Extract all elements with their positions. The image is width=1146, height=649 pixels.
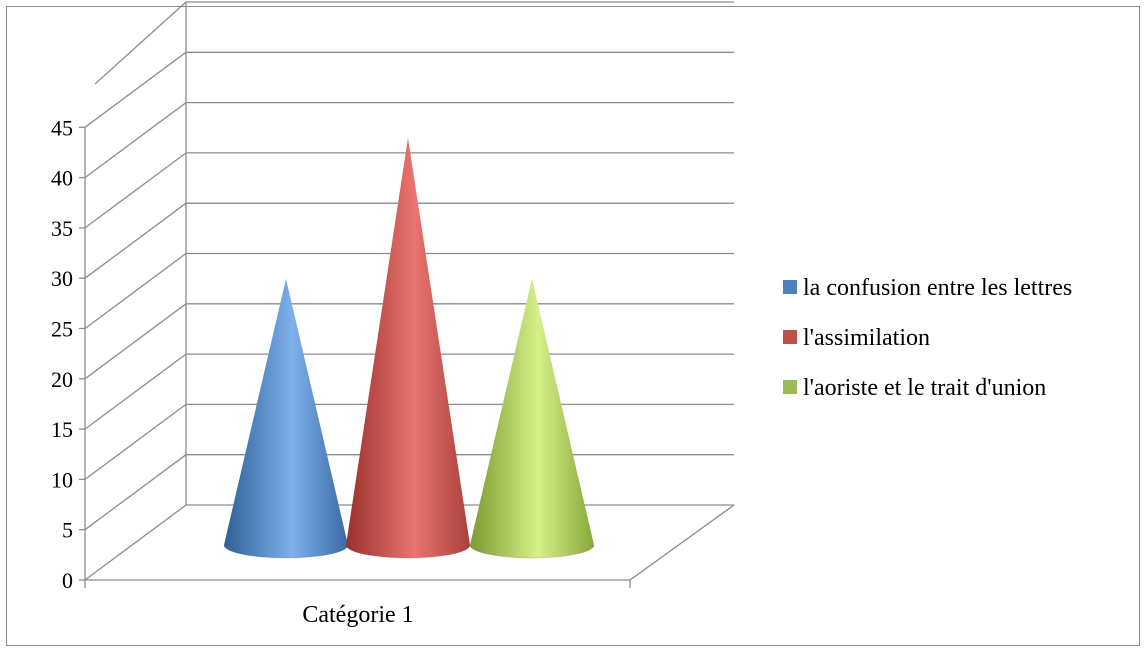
y-tick-label: 45	[51, 115, 73, 140]
grid-layer	[84, 1, 735, 581]
axis-layer: 0 5 10 15 20 25 30 35 40 45 Catégorie 1	[51, 115, 631, 628]
legend-item: la confusion entre les lettres	[783, 275, 1072, 301]
floor-right-edge	[629, 504, 735, 581]
legend-label: la confusion entre les lettres	[803, 275, 1072, 301]
cone-layer	[223, 137, 595, 559]
legend-swatch	[783, 280, 797, 294]
category-label: Catégorie 1	[302, 602, 413, 628]
gridline-side	[84, 504, 187, 581]
gridline-side	[84, 454, 187, 531]
y-tick-label: 20	[51, 367, 73, 392]
cone-body	[224, 278, 348, 558]
y-tick-label: 0	[62, 568, 73, 593]
y-tick-label: 40	[51, 166, 73, 191]
gridline-side	[84, 252, 187, 330]
legend-swatch	[783, 380, 797, 394]
cone-body	[470, 278, 594, 558]
y-tick-label: 30	[51, 266, 73, 291]
cone-3	[469, 278, 595, 559]
gridline-side	[94, 1, 187, 85]
legend-label: l'assimilation	[803, 325, 930, 351]
cone-body	[346, 137, 470, 559]
gridline-side	[84, 51, 187, 128]
y-tick-label: 5	[62, 518, 73, 543]
gridline-side	[84, 102, 187, 179]
legend-label: l'aoriste et le trait d'union	[803, 375, 1046, 401]
cone-1	[223, 278, 349, 559]
legend-item: l'aoriste et le trait d'union	[783, 375, 1046, 401]
cone-2	[345, 137, 471, 559]
legend-swatch	[783, 330, 797, 344]
legend-layer: la confusion entre les lettres l'assimila…	[783, 275, 1072, 401]
cone-base-rim	[223, 544, 349, 559]
gridline-side	[84, 152, 187, 229]
cone-base-rim	[469, 544, 595, 559]
gridline-side	[84, 403, 187, 480]
gridline-side	[84, 303, 187, 380]
y-tick-label: 35	[51, 216, 73, 241]
y-tick-label: 10	[51, 467, 73, 492]
legend-item: l'assimilation	[783, 325, 930, 351]
y-tick-label: 25	[51, 317, 73, 342]
gridline-side	[84, 202, 187, 279]
y-tick-label: 15	[51, 417, 73, 442]
gridline-side	[84, 353, 187, 430]
cone-base-rim	[345, 544, 471, 559]
